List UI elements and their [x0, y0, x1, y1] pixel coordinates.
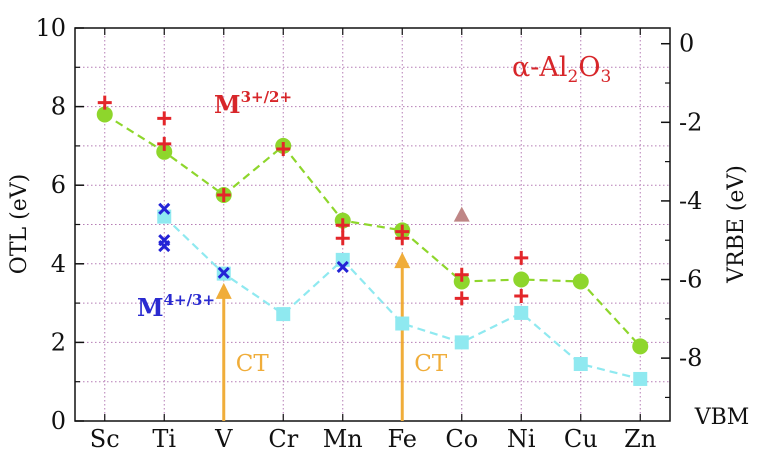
ct-arrow-head — [215, 282, 232, 299]
green-circle-point — [156, 143, 173, 160]
right-axis-tick-label: -8 — [679, 344, 702, 372]
axis-layer: 0 2 4 6 8 10 0 -2 -4 -6 -8 Sc Ti V Cr Mn Fe Co Ni Cu Zn — [35, 14, 702, 450]
cyan-square-point — [573, 357, 588, 372]
red-plus-point — [514, 250, 529, 265]
red-plus-point — [157, 136, 172, 151]
right-axis-tick-label: 0 — [679, 30, 694, 58]
series-green-line — [104, 113, 642, 348]
cyan-square-point — [633, 371, 648, 386]
red-plus-point — [157, 111, 172, 126]
green-circle-point — [632, 338, 649, 355]
series-cyan-line — [163, 215, 641, 381]
right-axis-title: VRBE (eV) — [724, 165, 749, 284]
annotation-layer: M3+/2+ M4+/3+ CT CT α-Al2O3 — [137, 52, 611, 377]
x-axis-tick-label: Co — [445, 425, 478, 450]
cyan-square-point — [454, 335, 469, 350]
blue-cross-point — [158, 202, 171, 215]
left-axis-tick-label: 4 — [51, 250, 66, 278]
red-plus-point — [454, 267, 469, 282]
green-circle-point — [572, 273, 589, 290]
red-plus-point — [335, 218, 350, 233]
blue-cross-point — [336, 260, 349, 274]
ct-arrow-head — [394, 252, 411, 269]
marker-layer — [96, 95, 649, 386]
left-axis-tick-label: 0 — [51, 407, 66, 435]
vbm-label: VBM — [694, 405, 750, 430]
red-plus-point — [454, 291, 469, 306]
left-axis-tick-label: 6 — [51, 171, 66, 199]
red-plus-point — [335, 231, 350, 246]
grid-layer — [75, 28, 670, 421]
red-plus-point — [97, 95, 112, 110]
ct-label: CT — [414, 351, 448, 377]
right-axis-tick-label: -6 — [679, 266, 702, 294]
series-layer — [104, 113, 642, 381]
ct-label: CT — [236, 351, 270, 377]
x-axis-tick-label: V — [214, 425, 233, 450]
red-plus-point — [514, 289, 529, 304]
cyan-square-point — [395, 316, 410, 331]
cyan-square-point — [335, 252, 350, 267]
arrow-layer — [215, 252, 411, 421]
cyan-square-point — [276, 307, 291, 322]
material-label: α-Al2O3 — [512, 52, 611, 87]
green-circle-point — [96, 106, 113, 123]
x-axis-tick-label: Fe — [387, 425, 417, 450]
x-axis-tick-label: Mn — [323, 425, 363, 450]
x-axis-tick-label: Sc — [90, 425, 120, 450]
triangle-point — [453, 206, 470, 222]
x-axis-tick-label: Ti — [152, 425, 176, 450]
left-axis-tick-label: 10 — [35, 14, 66, 42]
x-axis-tick-label: Zn — [624, 425, 656, 450]
left-axis-tick-label: 8 — [51, 93, 66, 121]
x-axis-tick-label: Cr — [268, 425, 298, 450]
right-axis-tick-label: -2 — [679, 108, 702, 136]
red-plus-point — [216, 188, 231, 203]
blue-cross-point — [217, 266, 230, 279]
left-axis-tick-label: 2 — [51, 328, 66, 356]
red-plus-point — [276, 142, 291, 157]
m32-label: M3+/2+ — [214, 88, 292, 119]
blue-cross-point — [158, 240, 171, 253]
left-axis-title: OTL (eV) — [7, 174, 32, 274]
cyan-square-point — [514, 305, 529, 320]
right-axis-tick-label: -4 — [679, 187, 702, 215]
x-axis-tick-label: Ni — [507, 425, 536, 450]
green-circle-point — [513, 271, 530, 288]
x-axis-tick-label: Cu — [564, 425, 598, 450]
red-plus-point — [395, 231, 410, 246]
m43-label: M4+/3+ — [137, 291, 215, 322]
